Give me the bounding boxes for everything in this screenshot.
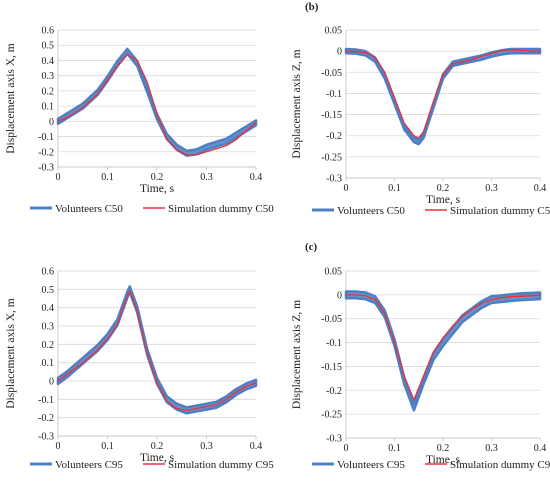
x-tick-label: 0.4 [250, 441, 263, 452]
x-tick-label: 0.1 [388, 443, 401, 454]
legend-entry: Volunteers C50 [337, 205, 405, 217]
y-tick-label: -0.05 [321, 314, 342, 325]
y-tick-label: 0.3 [42, 71, 55, 82]
y-tick-label: -0.2 [38, 147, 54, 158]
y-tick-label: -0.2 [326, 131, 342, 142]
y-tick-label: -0.15 [321, 110, 342, 121]
x-tick-label: 0.1 [388, 183, 401, 194]
chart-panel-z-c50: 0.050-0.05-0.1-0.15-0.2-0.25-0.30 0.1 0.2 0… [291, 1, 550, 217]
y-tick-label: -0.1 [326, 338, 342, 349]
y-tick-label: 0.2 [42, 340, 55, 351]
y-tick-label: 0.5 [42, 41, 55, 52]
x-tick-label: 0.3 [200, 441, 213, 452]
chart-panel-x-c50: 0.60.50.40.30.20.10-0.1-0.2-0.30 0.1 0.2 0.… [5, 26, 274, 216]
y-tick-label: -0.2 [326, 386, 342, 397]
series-band-volunteers [344, 290, 542, 412]
x-tick-label: 0 [344, 183, 349, 194]
y-tick-label: 0.3 [42, 322, 55, 333]
x-tick-label: 0 [56, 172, 61, 183]
x-axis-label: Time, s [426, 194, 461, 206]
legend-entry: Volunteers C50 [55, 203, 123, 215]
y-tick-label: -0.3 [326, 434, 342, 445]
x-tick-label: 0.2 [151, 172, 164, 183]
x-axis-label: Time, s [140, 452, 175, 464]
panel-label: (b) [305, 1, 319, 13]
legend-entry: Simulation dummy C50 [450, 205, 550, 217]
y-tick-label: 0.6 [42, 267, 55, 278]
x-tick-label: 0.2 [437, 443, 450, 454]
x-tick-label: 0.1 [101, 441, 114, 452]
y-tick-label: 0 [49, 377, 54, 388]
y-tick-label: -0.15 [321, 362, 342, 373]
x-axis-label: Time, s [426, 454, 461, 466]
y-tick-label: 0.1 [42, 358, 55, 369]
y-tick-label: 0.05 [325, 26, 343, 37]
x-tick-label: 0.2 [437, 183, 450, 194]
y-axis-label: Displacement axis X, m [5, 298, 17, 409]
x-tick-label: 0.3 [485, 183, 498, 194]
series-band-volunteers [344, 47, 542, 146]
legend-entry: Volunteers C95 [55, 459, 123, 471]
y-tick-label: 0.6 [42, 26, 55, 37]
y-tick-label: -0.05 [321, 68, 342, 79]
y-tick-label: -0.25 [321, 152, 342, 163]
x-tick-label: 0 [56, 441, 61, 452]
x-tick-label: 0.4 [250, 172, 263, 183]
series-line-simulation [57, 290, 257, 411]
chart-panel-z-c95: 0.050-0.05-0.1-0.15-0.2-0.25-0.30 0.1 0.2 0… [291, 241, 550, 471]
y-axis-label: Displacement axis X, m [5, 43, 17, 154]
y-tick-label: -0.1 [38, 132, 54, 143]
x-axis-label: Time, s [140, 183, 175, 195]
x-tick-label: 0.4 [534, 183, 547, 194]
y-tick-label: -0.3 [38, 163, 54, 174]
y-tick-label: 0 [337, 290, 342, 301]
y-tick-label: 0.4 [42, 56, 55, 67]
y-tick-label: 0.5 [42, 285, 55, 296]
x-tick-label: 0.3 [200, 172, 213, 183]
y-tick-label: 0.1 [42, 102, 55, 113]
y-tick-label: 0 [49, 117, 54, 128]
legend-entry: Simulation dummy C50 [168, 203, 274, 215]
series-band-volunteers [56, 285, 258, 415]
y-tick-label: -0.3 [326, 174, 342, 185]
x-tick-label: 0 [344, 443, 349, 454]
chart-panel-x-c95: 0.60.50.40.30.20.10-0.1-0.2-0.30 0.1 0.2 0.… [5, 267, 274, 472]
y-tick-label: -0.2 [38, 413, 54, 424]
y-tick-label: -0.25 [321, 410, 342, 421]
y-axis-label: Displacement axis Z, m [291, 49, 303, 158]
x-tick-label: 0.4 [534, 443, 547, 454]
y-tick-label: 0.2 [42, 86, 55, 97]
legend-entry: Volunteers C95 [337, 459, 405, 471]
y-tick-label: 0 [337, 47, 342, 58]
series-line-simulation [346, 294, 541, 401]
y-tick-label: -0.1 [326, 89, 342, 100]
y-tick-label: -0.1 [38, 395, 54, 406]
series-line-simulation [57, 53, 257, 156]
series-line-simulation [345, 49, 540, 139]
y-tick-label: 0.4 [42, 303, 55, 314]
y-axis-label: Displacement axis Z, m [291, 300, 303, 409]
y-tick-label: -0.3 [38, 432, 54, 443]
legend-entry: Simulation dummy C95 [168, 459, 274, 471]
y-tick-label: 0.05 [325, 267, 343, 278]
x-tick-label: 0.3 [485, 443, 498, 454]
panel-label: (c) [305, 241, 318, 253]
legend-entry: Simulation dummy C95 [450, 459, 550, 471]
x-tick-label: 0.2 [151, 441, 164, 452]
x-tick-label: 0.1 [101, 172, 114, 183]
